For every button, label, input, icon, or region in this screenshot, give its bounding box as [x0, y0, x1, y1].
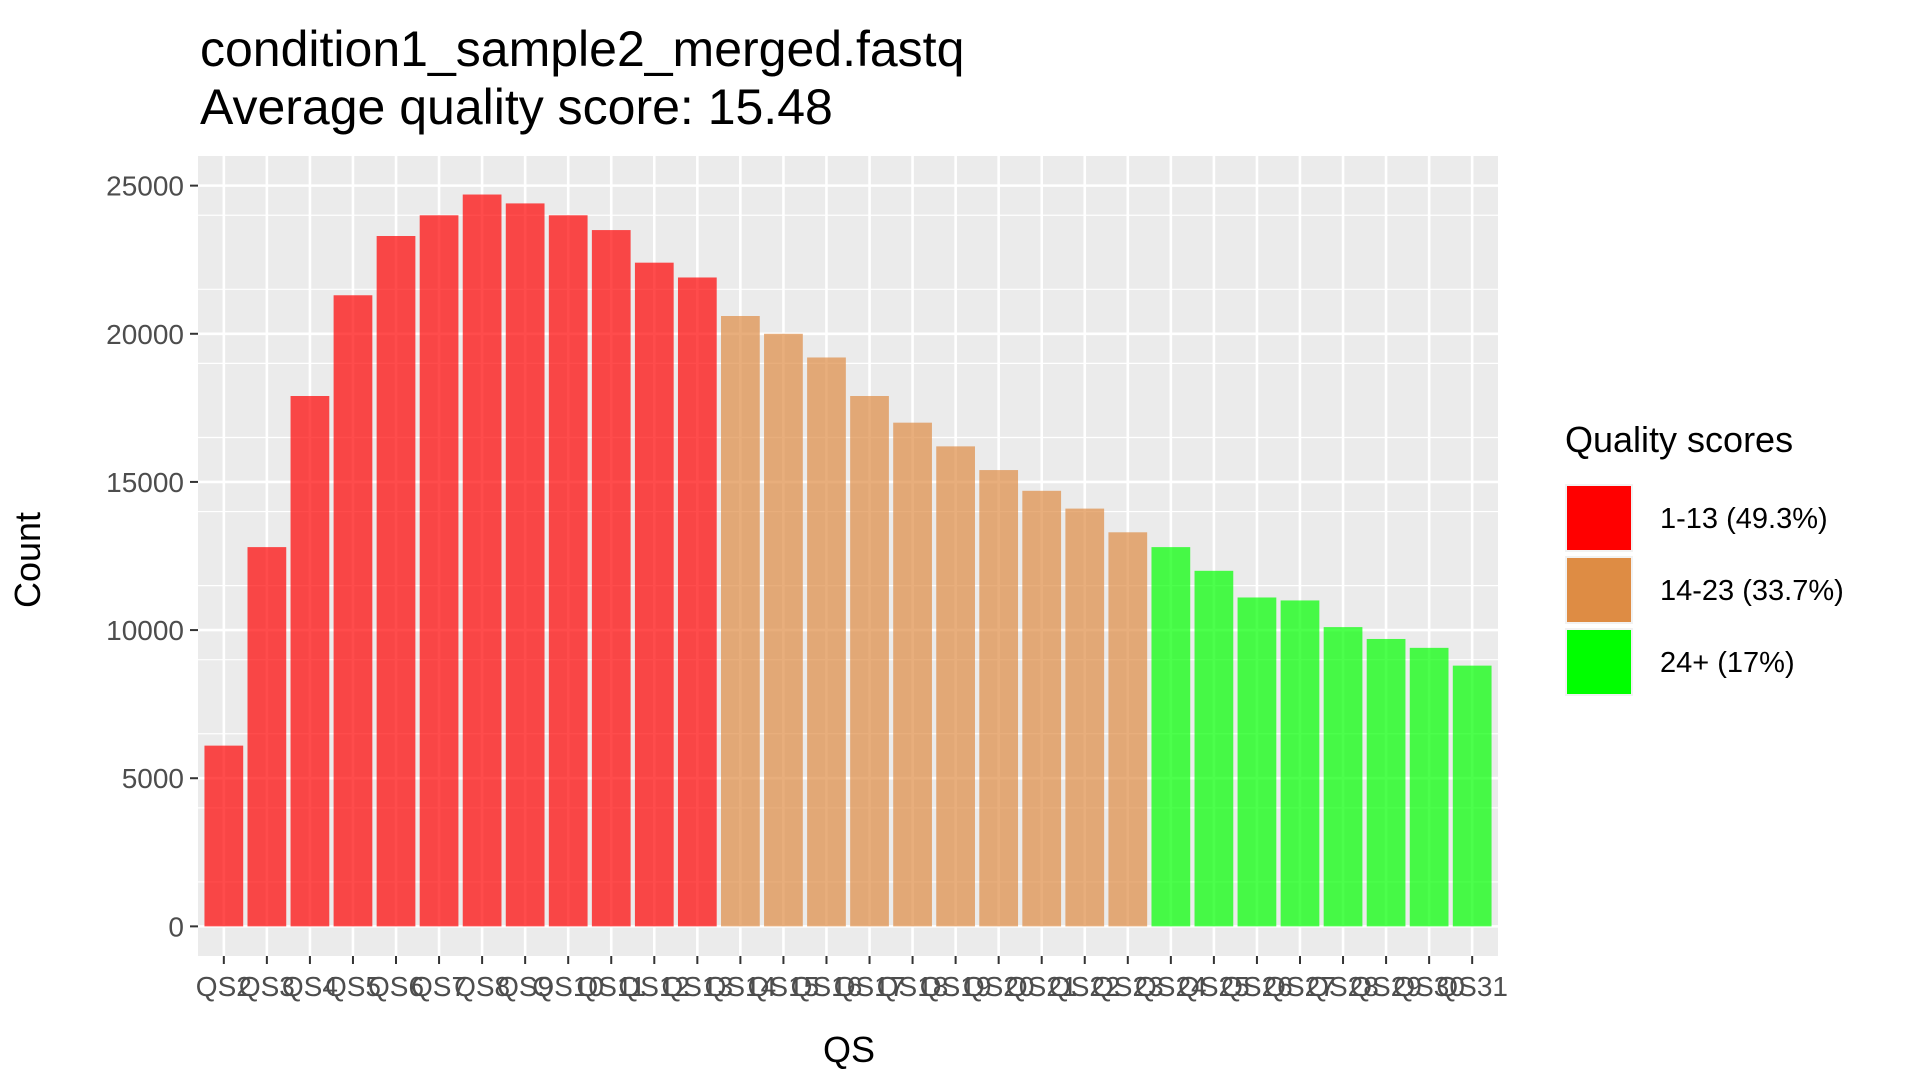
x-tick-label: QS7: [411, 971, 467, 1002]
bar: [850, 396, 889, 927]
x-tick-label: QS22: [1049, 971, 1121, 1002]
x-tick-label: QS19: [920, 971, 992, 1002]
bar: [505, 203, 545, 927]
legend-label: 14-23 (33.7%): [1660, 575, 1844, 607]
bar: [936, 446, 975, 927]
y-axis: 0 5000 10000 15000 20000 25000: [106, 171, 198, 942]
bar: [979, 470, 1019, 927]
x-axis: QS2QS3QS4QS5QS6QS7QS8QS9QS10QS11QS12QS13…: [196, 956, 1508, 1002]
bar: [1409, 647, 1449, 927]
x-tick-label: QS20: [963, 971, 1035, 1002]
bar: [634, 262, 674, 927]
bar: [591, 230, 631, 927]
x-tick-label: QS6: [368, 971, 424, 1002]
bar: [1151, 547, 1191, 927]
bar: [1366, 638, 1406, 927]
x-tick-label: QS2: [196, 971, 252, 1002]
x-tick-label: QS8: [454, 971, 510, 1002]
y-tick-label: 15000: [106, 467, 184, 498]
x-tick-label: QS17: [834, 971, 906, 1002]
y-tick-label: 10000: [106, 615, 184, 646]
bar: [1108, 532, 1148, 927]
x-tick-label: QS30: [1393, 971, 1465, 1002]
bar: [1237, 597, 1277, 927]
legend-swatch: [1567, 558, 1631, 622]
x-tick-label: QS27: [1264, 971, 1336, 1002]
x-tick-label: QS12: [618, 971, 690, 1002]
legend-swatch: [1567, 630, 1631, 694]
bar: [1280, 600, 1320, 927]
chart-subtitle: Average quality score: 15.48: [200, 79, 833, 135]
x-tick-label: QS9: [497, 971, 553, 1002]
bar: [721, 316, 760, 927]
x-tick-label: QS14: [705, 971, 777, 1002]
x-tick-label: QS26: [1221, 971, 1293, 1002]
legend-title: Quality scores: [1565, 419, 1793, 460]
bar: [807, 357, 846, 927]
bar: [1194, 570, 1234, 927]
x-tick-label: QS31: [1436, 971, 1508, 1002]
y-axis-label: Count: [7, 512, 48, 608]
y-tick-label: 0: [168, 911, 184, 942]
bar: [247, 547, 287, 927]
bar: [1452, 665, 1492, 927]
x-tick-label: QS15: [748, 971, 820, 1002]
legend-label: 24+ (17%): [1660, 647, 1795, 679]
chart-title: condition1_sample2_merged.fastq: [200, 21, 965, 77]
x-tick-label: QS3: [239, 971, 295, 1002]
bar: [1323, 627, 1363, 927]
bar: [462, 194, 502, 927]
bar: [376, 236, 416, 927]
x-tick-label: QS16: [791, 971, 863, 1002]
bars: [204, 194, 1492, 927]
x-tick-label: QS5: [325, 971, 381, 1002]
bar: [548, 215, 588, 927]
bar: [290, 396, 330, 927]
x-tick-label: QS11: [576, 971, 646, 1002]
x-tick-label: QS29: [1350, 971, 1422, 1002]
bar: [1022, 490, 1062, 927]
bar: [204, 745, 244, 927]
legend: 1-13 (49.3%) 14-23 (33.7%) 24+ (17%): [1565, 484, 1844, 696]
x-tick-label: QS23: [1092, 971, 1164, 1002]
bar: [333, 295, 373, 927]
legend-swatch: [1567, 486, 1631, 550]
x-axis-label: QS: [823, 1029, 875, 1070]
x-tick-label: QS10: [532, 971, 604, 1002]
x-tick-label: QS25: [1178, 971, 1250, 1002]
legend-label: 1-13 (49.3%): [1660, 503, 1828, 535]
x-tick-label: QS18: [877, 971, 949, 1002]
bar: [419, 215, 459, 927]
x-tick-label: QS28: [1307, 971, 1379, 1002]
y-tick-label: 5000: [122, 763, 184, 794]
bar: [893, 422, 932, 927]
x-tick-label: QS13: [662, 971, 734, 1002]
x-tick-label: QS4: [282, 971, 338, 1002]
y-tick-label: 25000: [106, 171, 184, 202]
bar: [677, 277, 717, 927]
x-tick-label: QS21: [1006, 971, 1078, 1002]
bar: [764, 333, 803, 927]
bar: [1065, 508, 1105, 927]
x-tick-label: QS24: [1135, 971, 1207, 1002]
y-tick-label: 20000: [106, 319, 184, 350]
